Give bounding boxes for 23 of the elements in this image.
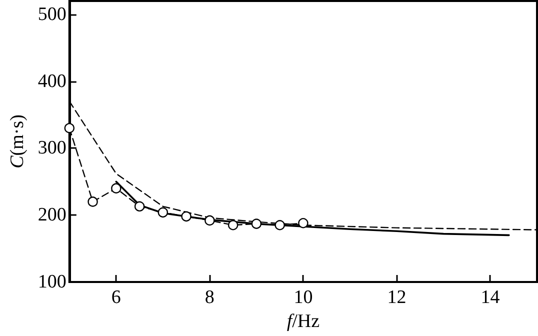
x-tick-label: 12 [387,287,406,308]
point [134,201,145,212]
point [64,123,74,134]
point [181,211,192,222]
y-tick-label: 100 [38,272,66,292]
x-tick-label: 8 [204,287,214,308]
point [298,218,308,228]
point [274,220,285,230]
point [88,196,98,207]
y-tick-label: 200 [38,204,66,226]
point [204,215,215,226]
x-tick-label: 10 [294,287,313,308]
y-axis-title: C(m·s) [7,114,28,168]
y-tick-label: 300 [38,138,66,159]
x-tick-label: 6 [111,287,121,308]
x-axis-title: f/Hz [286,311,320,332]
point [251,218,262,229]
y-tick-label: 500 [38,4,66,25]
x-tick-label: 14 [480,287,500,308]
point [111,183,122,194]
point [228,220,238,230]
y-tick-label: 400 [38,70,66,92]
point [158,207,168,218]
